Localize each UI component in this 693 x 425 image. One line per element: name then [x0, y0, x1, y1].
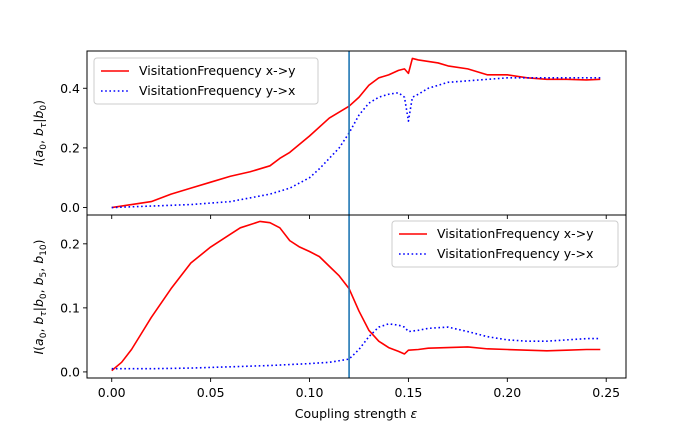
top-legend-label-xy: VisitationFrequency x->y — [139, 63, 296, 78]
bottom-x-tick-label: 0.20 — [493, 385, 521, 400]
bottom-legend-label-xy: VisitationFrequency x->y — [437, 226, 594, 241]
bottom-series-y-to-x-line — [111, 323, 601, 370]
bottom-y-tick-label: 0.2 — [60, 236, 80, 251]
top-series-x-to-y-line — [111, 57, 601, 209]
bottom-x-tick-label: 0.05 — [197, 385, 225, 400]
bottom-legend-label-yx: VisitationFrequency y->x — [437, 246, 593, 261]
top-y-tick-label: 0.0 — [60, 200, 80, 215]
top-legend: VisitationFrequency x->y VisitationFrequ… — [93, 57, 319, 105]
bottom-series-x-to-y-line — [111, 220, 601, 372]
top-y-tick-label: 0.2 — [60, 140, 80, 155]
top-ticks: 0.0 0.2 0.4 — [60, 81, 607, 219]
top-series-y-to-x-line — [111, 77, 601, 209]
x-axis-label: Coupling strength ε — [295, 406, 418, 421]
top-plot-area — [111, 51, 601, 215]
bottom-x-tick-label: 0.00 — [98, 385, 126, 400]
bottom-x-tick-label: 0.25 — [592, 385, 620, 400]
bottom-legend-box — [391, 220, 619, 268]
bottom-y-tick-label: 0.0 — [60, 364, 80, 379]
top-panel: 0.0 0.2 0.4 I(a0, bτ|b0) VisitationFrequen… — [31, 50, 627, 219]
bottom-ticks: 0.00 0.05 0.10 0.15 0.20 0.25 0.0 0.1 0.2 — [60, 236, 620, 400]
bottom-y-axis-label: I(a0, bτ|b0, b5, b10) — [31, 239, 49, 354]
top-y-axis-label: I(a0, bτ|b0) — [31, 100, 49, 166]
bottom-axes-frame — [86, 214, 627, 379]
top-legend-label-yx: VisitationFrequency y->x — [139, 83, 295, 98]
bottom-plot-area — [111, 215, 601, 378]
bottom-x-tick-label: 0.15 — [395, 385, 423, 400]
bottom-y-tick-label: 0.1 — [60, 300, 80, 315]
bottom-x-tick-label: 0.10 — [296, 385, 324, 400]
top-legend-box — [93, 57, 319, 105]
bottom-legend: VisitationFrequency x->y VisitationFrequ… — [391, 220, 619, 268]
top-y-tick-label: 0.4 — [60, 81, 80, 96]
bottom-panel: 0.00 0.05 0.10 0.15 0.20 0.25 0.0 0.1 0.2 I(a0, … — [31, 214, 627, 400]
